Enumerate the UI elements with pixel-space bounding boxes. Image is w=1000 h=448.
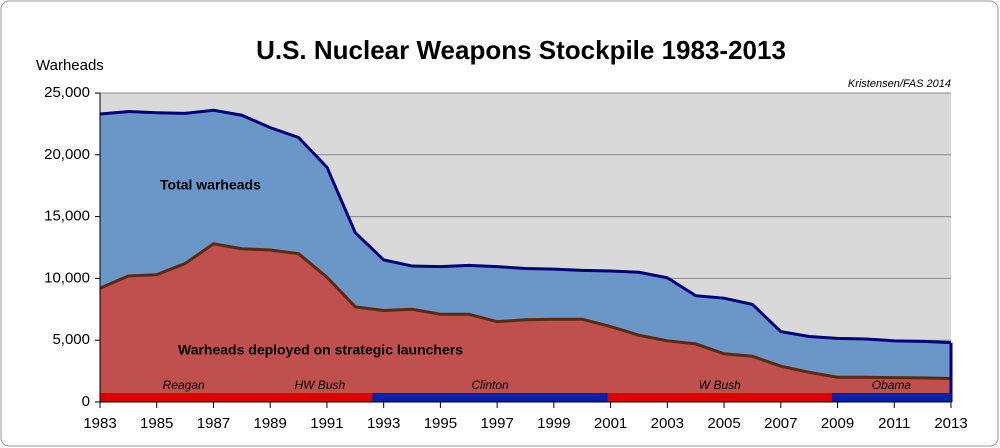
x-tick-label: 1985 — [140, 415, 173, 432]
y-tick-label: 0 — [82, 393, 90, 410]
area-line — [99, 242, 952, 381]
annotation: Total warheads — [160, 177, 261, 193]
y-axis-label: Warheads — [36, 57, 104, 74]
y-tick-label: 10,000 — [44, 269, 90, 286]
x-tick-label: 1989 — [254, 415, 287, 432]
president-bar — [831, 393, 951, 402]
president-bar — [372, 393, 608, 402]
president-label: Clinton — [471, 378, 509, 392]
president-bar — [267, 393, 373, 402]
y-tick-label: 15,000 — [44, 208, 90, 225]
source-note: Kristensen/FAS 2014 — [848, 78, 951, 90]
y-tick-label: 25,000 — [44, 84, 90, 101]
x-tick-label: 2009 — [821, 415, 854, 432]
area — [100, 243, 951, 402]
x-tick-label: 2011 — [878, 415, 910, 432]
president-label: HW Bush — [294, 378, 345, 392]
x-tick-label: 2013 — [934, 415, 967, 432]
x-tick-label: 1983 — [83, 415, 116, 432]
x-tick-label: 1991 — [310, 415, 343, 432]
x-tick-label: 1999 — [537, 415, 570, 432]
y-tick-label: 5,000 — [52, 331, 90, 348]
x-tick-label: 1987 — [197, 415, 230, 432]
x-tick-label: 1993 — [367, 415, 400, 432]
area-line — [99, 108, 952, 345]
x-tick-label: 2003 — [651, 415, 684, 432]
president-label: Obama — [872, 378, 912, 392]
annotation: Warheads deployed on strategic launchers — [178, 342, 463, 358]
y-tick-label: 20,000 — [44, 146, 90, 163]
chart-title: U.S. Nuclear Weapons Stockpile 1983-2013 — [256, 35, 786, 65]
x-tick-label: 1997 — [480, 415, 513, 432]
president-bar — [100, 393, 268, 402]
x-tick-label: 2001 — [594, 415, 627, 432]
x-tick-label: 2007 — [764, 415, 797, 432]
president-bar — [607, 393, 832, 402]
president-label: Reagan — [163, 378, 205, 392]
x-tick-label: 2005 — [707, 415, 740, 432]
x-tick-label: 1995 — [424, 415, 457, 432]
president-label: W Bush — [699, 378, 741, 392]
